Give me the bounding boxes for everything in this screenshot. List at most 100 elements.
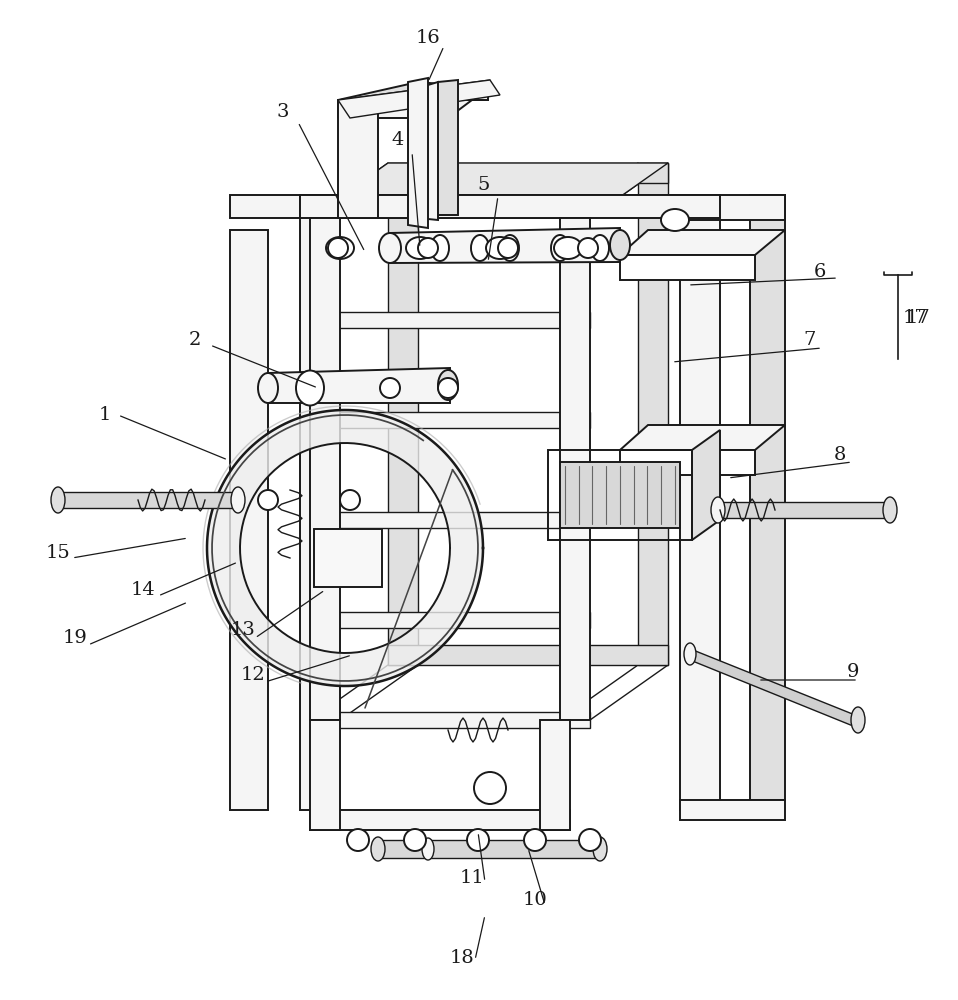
Polygon shape [310,720,340,830]
Ellipse shape [406,237,434,259]
Polygon shape [310,612,590,628]
Polygon shape [540,720,570,830]
Text: 18: 18 [449,949,474,967]
Polygon shape [388,645,668,665]
Ellipse shape [422,838,434,860]
Polygon shape [300,195,720,218]
Polygon shape [338,100,378,218]
Ellipse shape [591,235,609,261]
Text: 10: 10 [523,891,547,909]
Ellipse shape [371,837,385,861]
Polygon shape [620,230,785,255]
Polygon shape [418,82,438,220]
Polygon shape [750,195,785,800]
Polygon shape [338,82,418,100]
Polygon shape [338,80,500,118]
Text: 2: 2 [189,331,201,349]
Text: 17: 17 [905,309,930,327]
Ellipse shape [498,238,518,258]
Ellipse shape [501,235,519,261]
Ellipse shape [684,643,696,665]
Polygon shape [448,88,488,118]
Polygon shape [300,195,338,810]
Polygon shape [430,840,600,858]
Polygon shape [310,712,590,728]
Text: 13: 13 [231,621,256,639]
Bar [314,529,382,587]
Ellipse shape [486,237,514,259]
Polygon shape [408,78,428,228]
Ellipse shape [551,235,569,261]
Ellipse shape [578,238,598,258]
Text: 6: 6 [813,263,826,281]
Ellipse shape [404,829,426,851]
Text: 8: 8 [833,446,846,464]
Ellipse shape [231,487,245,513]
Ellipse shape [258,373,278,403]
Ellipse shape [51,487,65,513]
Polygon shape [310,512,590,528]
Text: 1: 1 [99,406,111,424]
Ellipse shape [593,837,607,861]
Polygon shape [560,218,590,720]
Circle shape [474,772,506,804]
Polygon shape [620,425,785,450]
Polygon shape [620,255,755,280]
Text: 7: 7 [804,331,816,349]
Ellipse shape [579,829,601,851]
Ellipse shape [438,370,458,400]
Polygon shape [688,648,858,728]
Polygon shape [230,230,268,810]
Polygon shape [680,195,785,220]
Text: 16: 16 [416,29,441,47]
Bar [560,462,680,528]
Polygon shape [418,82,488,100]
Polygon shape [680,800,785,820]
Ellipse shape [851,707,865,733]
Polygon shape [620,450,755,475]
Polygon shape [58,492,238,508]
Text: 11: 11 [460,869,485,887]
Ellipse shape [418,238,438,258]
Text: 5: 5 [478,176,490,194]
Ellipse shape [431,235,449,261]
Polygon shape [390,228,620,263]
Text: 14: 14 [130,581,155,599]
Text: 17: 17 [902,309,927,327]
Ellipse shape [347,829,369,851]
Text: 3: 3 [277,103,289,121]
Polygon shape [268,368,450,403]
Polygon shape [378,100,448,118]
Polygon shape [388,163,668,183]
Text: 19: 19 [62,629,87,647]
Ellipse shape [471,235,489,261]
Ellipse shape [379,233,401,263]
Ellipse shape [883,497,897,523]
Polygon shape [378,840,428,858]
Polygon shape [310,163,668,218]
Ellipse shape [438,378,458,398]
Text: 9: 9 [847,663,859,681]
Polygon shape [310,810,570,830]
Text: 4: 4 [392,131,404,149]
Polygon shape [692,430,720,540]
Polygon shape [388,163,418,665]
Polygon shape [680,195,720,810]
Polygon shape [230,195,720,218]
Polygon shape [638,163,668,665]
Polygon shape [310,218,340,720]
Polygon shape [207,410,483,686]
Ellipse shape [258,490,278,510]
Polygon shape [718,502,890,518]
Polygon shape [310,312,590,328]
Polygon shape [338,80,490,118]
Text: 15: 15 [46,544,70,562]
Ellipse shape [340,490,360,510]
Ellipse shape [661,209,689,231]
Ellipse shape [328,238,348,258]
Ellipse shape [610,230,630,260]
Ellipse shape [467,829,489,851]
Ellipse shape [711,497,725,523]
Ellipse shape [296,370,324,406]
Text: 12: 12 [240,666,265,684]
